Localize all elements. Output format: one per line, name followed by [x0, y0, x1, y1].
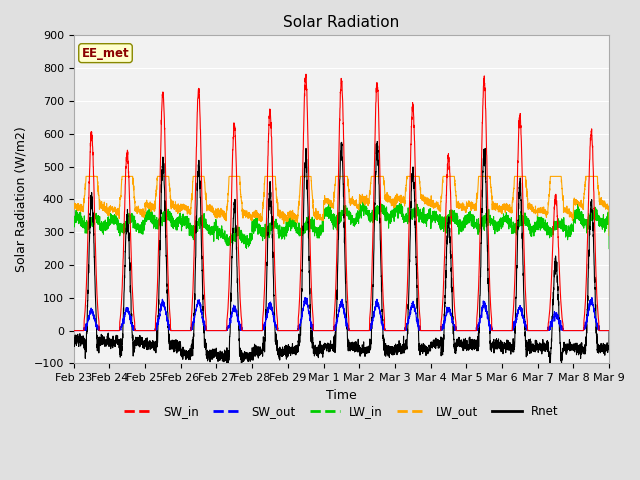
Title: Solar Radiation: Solar Radiation	[284, 15, 399, 30]
X-axis label: Time: Time	[326, 389, 356, 402]
Y-axis label: Solar Radiation (W/m2): Solar Radiation (W/m2)	[15, 127, 28, 272]
Text: EE_met: EE_met	[82, 47, 129, 60]
Legend: SW_in, SW_out, LW_in, LW_out, Rnet: SW_in, SW_out, LW_in, LW_out, Rnet	[119, 401, 564, 423]
